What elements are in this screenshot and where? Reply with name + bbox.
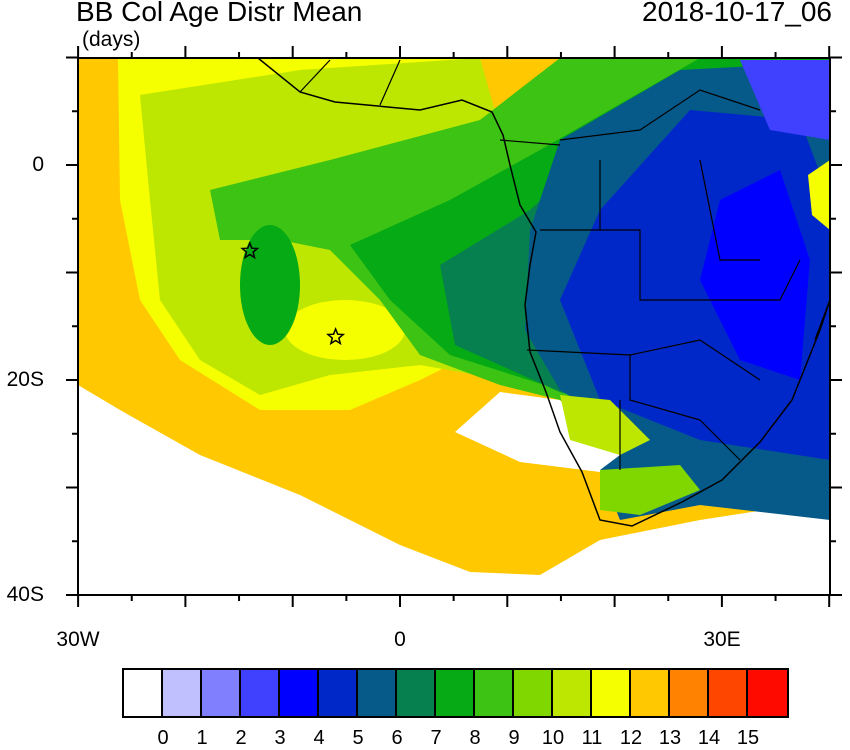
field-12-blob bbox=[285, 300, 405, 360]
field-0-strip bbox=[640, 505, 830, 595]
colorbar-label: 5 bbox=[352, 727, 364, 749]
x-tick-label: 30W bbox=[56, 628, 100, 651]
star-marker bbox=[240, 240, 260, 260]
field-11-land bbox=[560, 395, 650, 455]
coastline-madagascar bbox=[814, 299, 830, 341]
y-tick-label: 40S bbox=[6, 583, 44, 606]
colorbar-swatch bbox=[475, 670, 514, 716]
colorbar-swatch bbox=[436, 670, 475, 716]
colorbar-swatch bbox=[514, 670, 553, 716]
colorbar-swatch bbox=[319, 670, 358, 716]
country-borders bbox=[299, 59, 801, 470]
colorbar-swatch bbox=[280, 670, 319, 716]
colorbar bbox=[122, 668, 789, 718]
colorbar-label: 13 bbox=[658, 727, 682, 749]
x-tick-label: 30E bbox=[703, 628, 741, 651]
colorbar-label: 0 bbox=[157, 727, 169, 749]
colorbar-label: 10 bbox=[541, 727, 565, 749]
plot-title: BB Col Age Distr Mean bbox=[76, 0, 363, 27]
colorbar-label: 6 bbox=[391, 727, 403, 749]
colorbar-label: 1 bbox=[196, 727, 208, 749]
colorbar-label: 3 bbox=[274, 727, 286, 749]
colorbar-swatch bbox=[670, 670, 709, 716]
colorbar-swatch bbox=[202, 670, 241, 716]
colorbar-swatch bbox=[631, 670, 670, 716]
colorbar-swatch bbox=[397, 670, 436, 716]
colorbar-swatch bbox=[592, 670, 631, 716]
axis-ticks bbox=[66, 46, 842, 607]
colorbar-swatch bbox=[748, 670, 787, 716]
field-10-south bbox=[600, 465, 700, 515]
field-4 bbox=[700, 170, 810, 380]
y-tick-label: 0 bbox=[32, 153, 44, 176]
colorbar-label: 12 bbox=[619, 727, 643, 749]
markers bbox=[240, 240, 346, 346]
x-tick-label: 0 bbox=[394, 628, 406, 651]
colorbar-label: 14 bbox=[697, 727, 721, 749]
colorbar-swatch bbox=[553, 670, 592, 716]
colorbar-label: 4 bbox=[313, 727, 325, 749]
colorbar-label: 2 bbox=[235, 727, 247, 749]
field-11-coast bbox=[808, 160, 830, 230]
coastline bbox=[257, 58, 830, 527]
units-label: (days) bbox=[82, 28, 141, 51]
colorbar-label: 8 bbox=[469, 727, 481, 749]
colorbar-label: 7 bbox=[430, 727, 442, 749]
colorbar-label: 9 bbox=[508, 727, 520, 749]
star-marker bbox=[326, 326, 346, 346]
field-3 bbox=[740, 60, 830, 140]
colorbar-swatch bbox=[358, 670, 397, 716]
colorbar-swatch bbox=[124, 670, 163, 716]
colorbar-swatch bbox=[709, 670, 748, 716]
colorbar-label: 15 bbox=[736, 727, 760, 749]
colorbar-swatch bbox=[241, 670, 280, 716]
colorbar-label: 11 bbox=[581, 727, 603, 749]
date-label: 2018-10-17_06 bbox=[642, 0, 832, 27]
colorbar-swatch bbox=[163, 670, 202, 716]
field-8-ocean bbox=[240, 225, 300, 345]
y-tick-label: 20S bbox=[6, 368, 44, 391]
